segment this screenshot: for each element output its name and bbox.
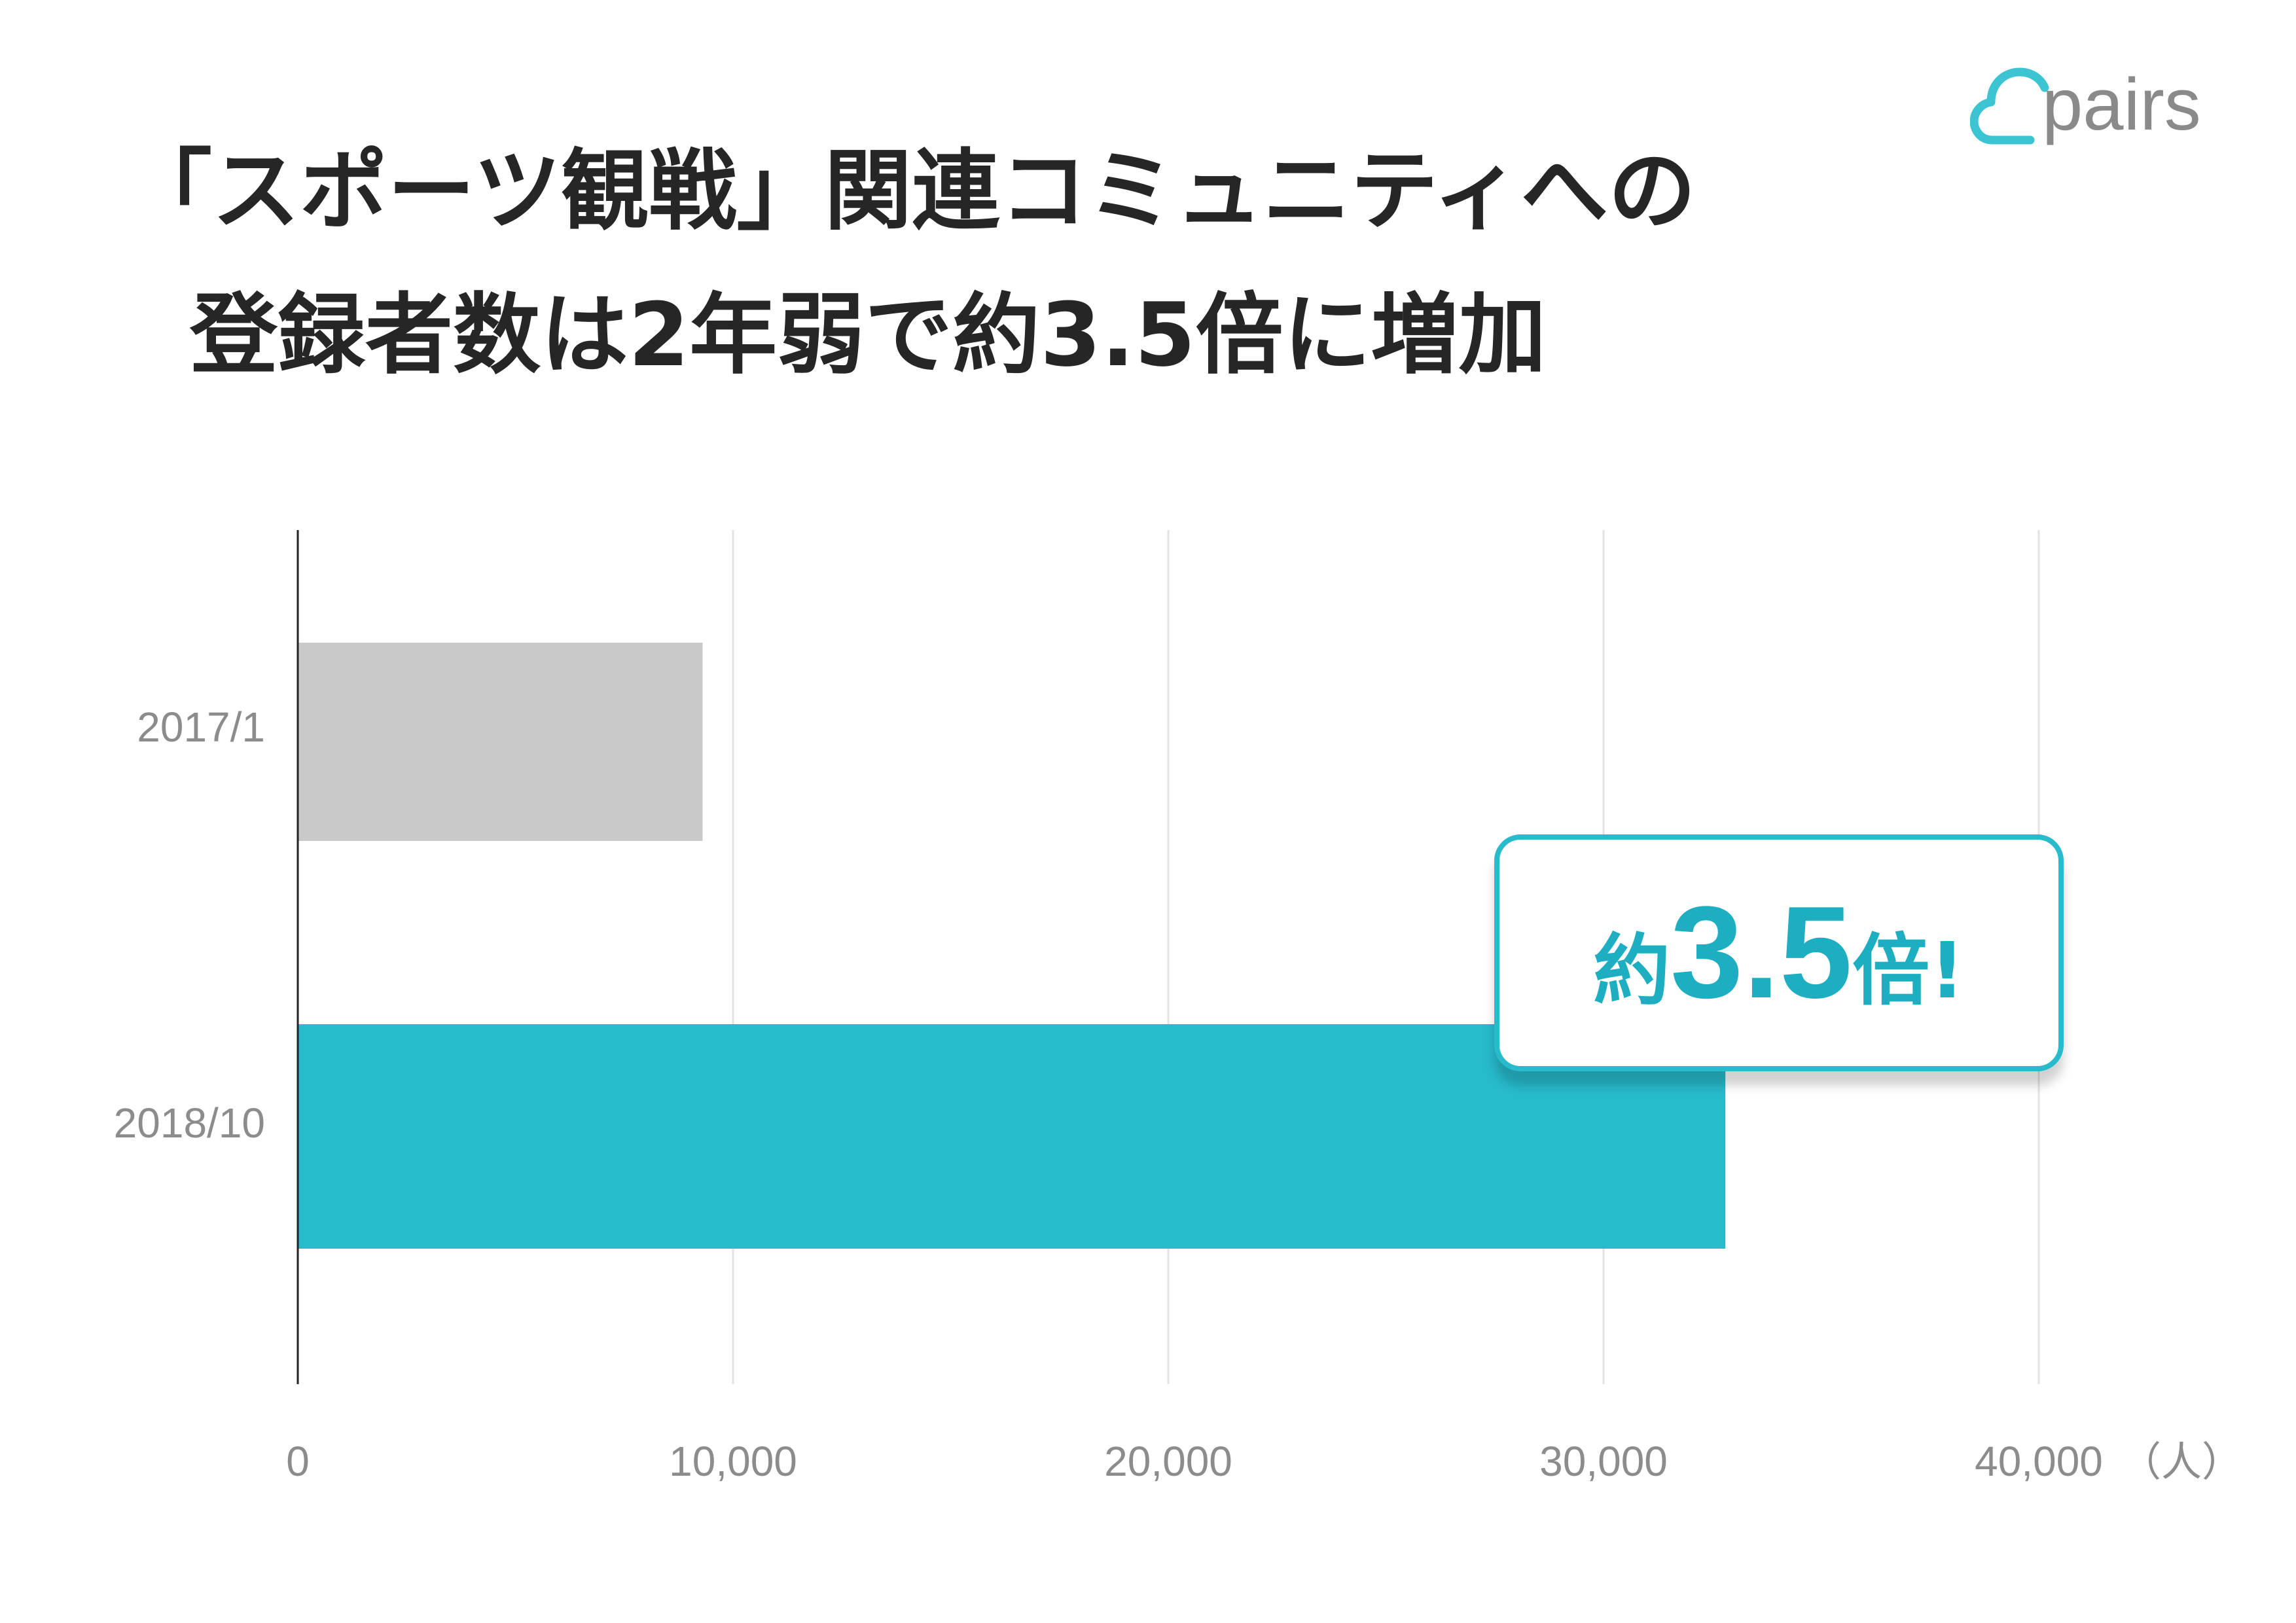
bar (298, 643, 703, 841)
category-label: 2017/1 (137, 704, 265, 751)
callout-suffix: 倍! (1852, 925, 1965, 1016)
x-tick-label: 0 (286, 1438, 310, 1485)
callout-prefix: 約 (1593, 925, 1671, 1016)
cloud-icon (1970, 67, 2049, 145)
multiplier-callout: 約 3.5 倍! (1494, 834, 2064, 1071)
pairs-logo: pairs (1970, 60, 2232, 158)
x-unit-label: （人） (2121, 1438, 2242, 1486)
bar (298, 1024, 1726, 1249)
x-tick-label: 10,000 (669, 1438, 797, 1485)
x-tick-label: 20,000 (1104, 1438, 1232, 1485)
x-tick-label: 30,000 (1539, 1438, 1668, 1485)
logo-text: pairs (2042, 63, 2201, 145)
chart-title-line-2: 登録者数は2年弱で約3.5倍に増加 (190, 284, 1547, 386)
category-label: 2018/10 (114, 1099, 265, 1147)
callout-value: 3.5 (1670, 880, 1853, 1026)
chart-title-line-1: 「スポーツ観戦」関連コミュニティへの (124, 140, 1696, 242)
x-tick-label: 40,000 (1975, 1438, 2103, 1485)
